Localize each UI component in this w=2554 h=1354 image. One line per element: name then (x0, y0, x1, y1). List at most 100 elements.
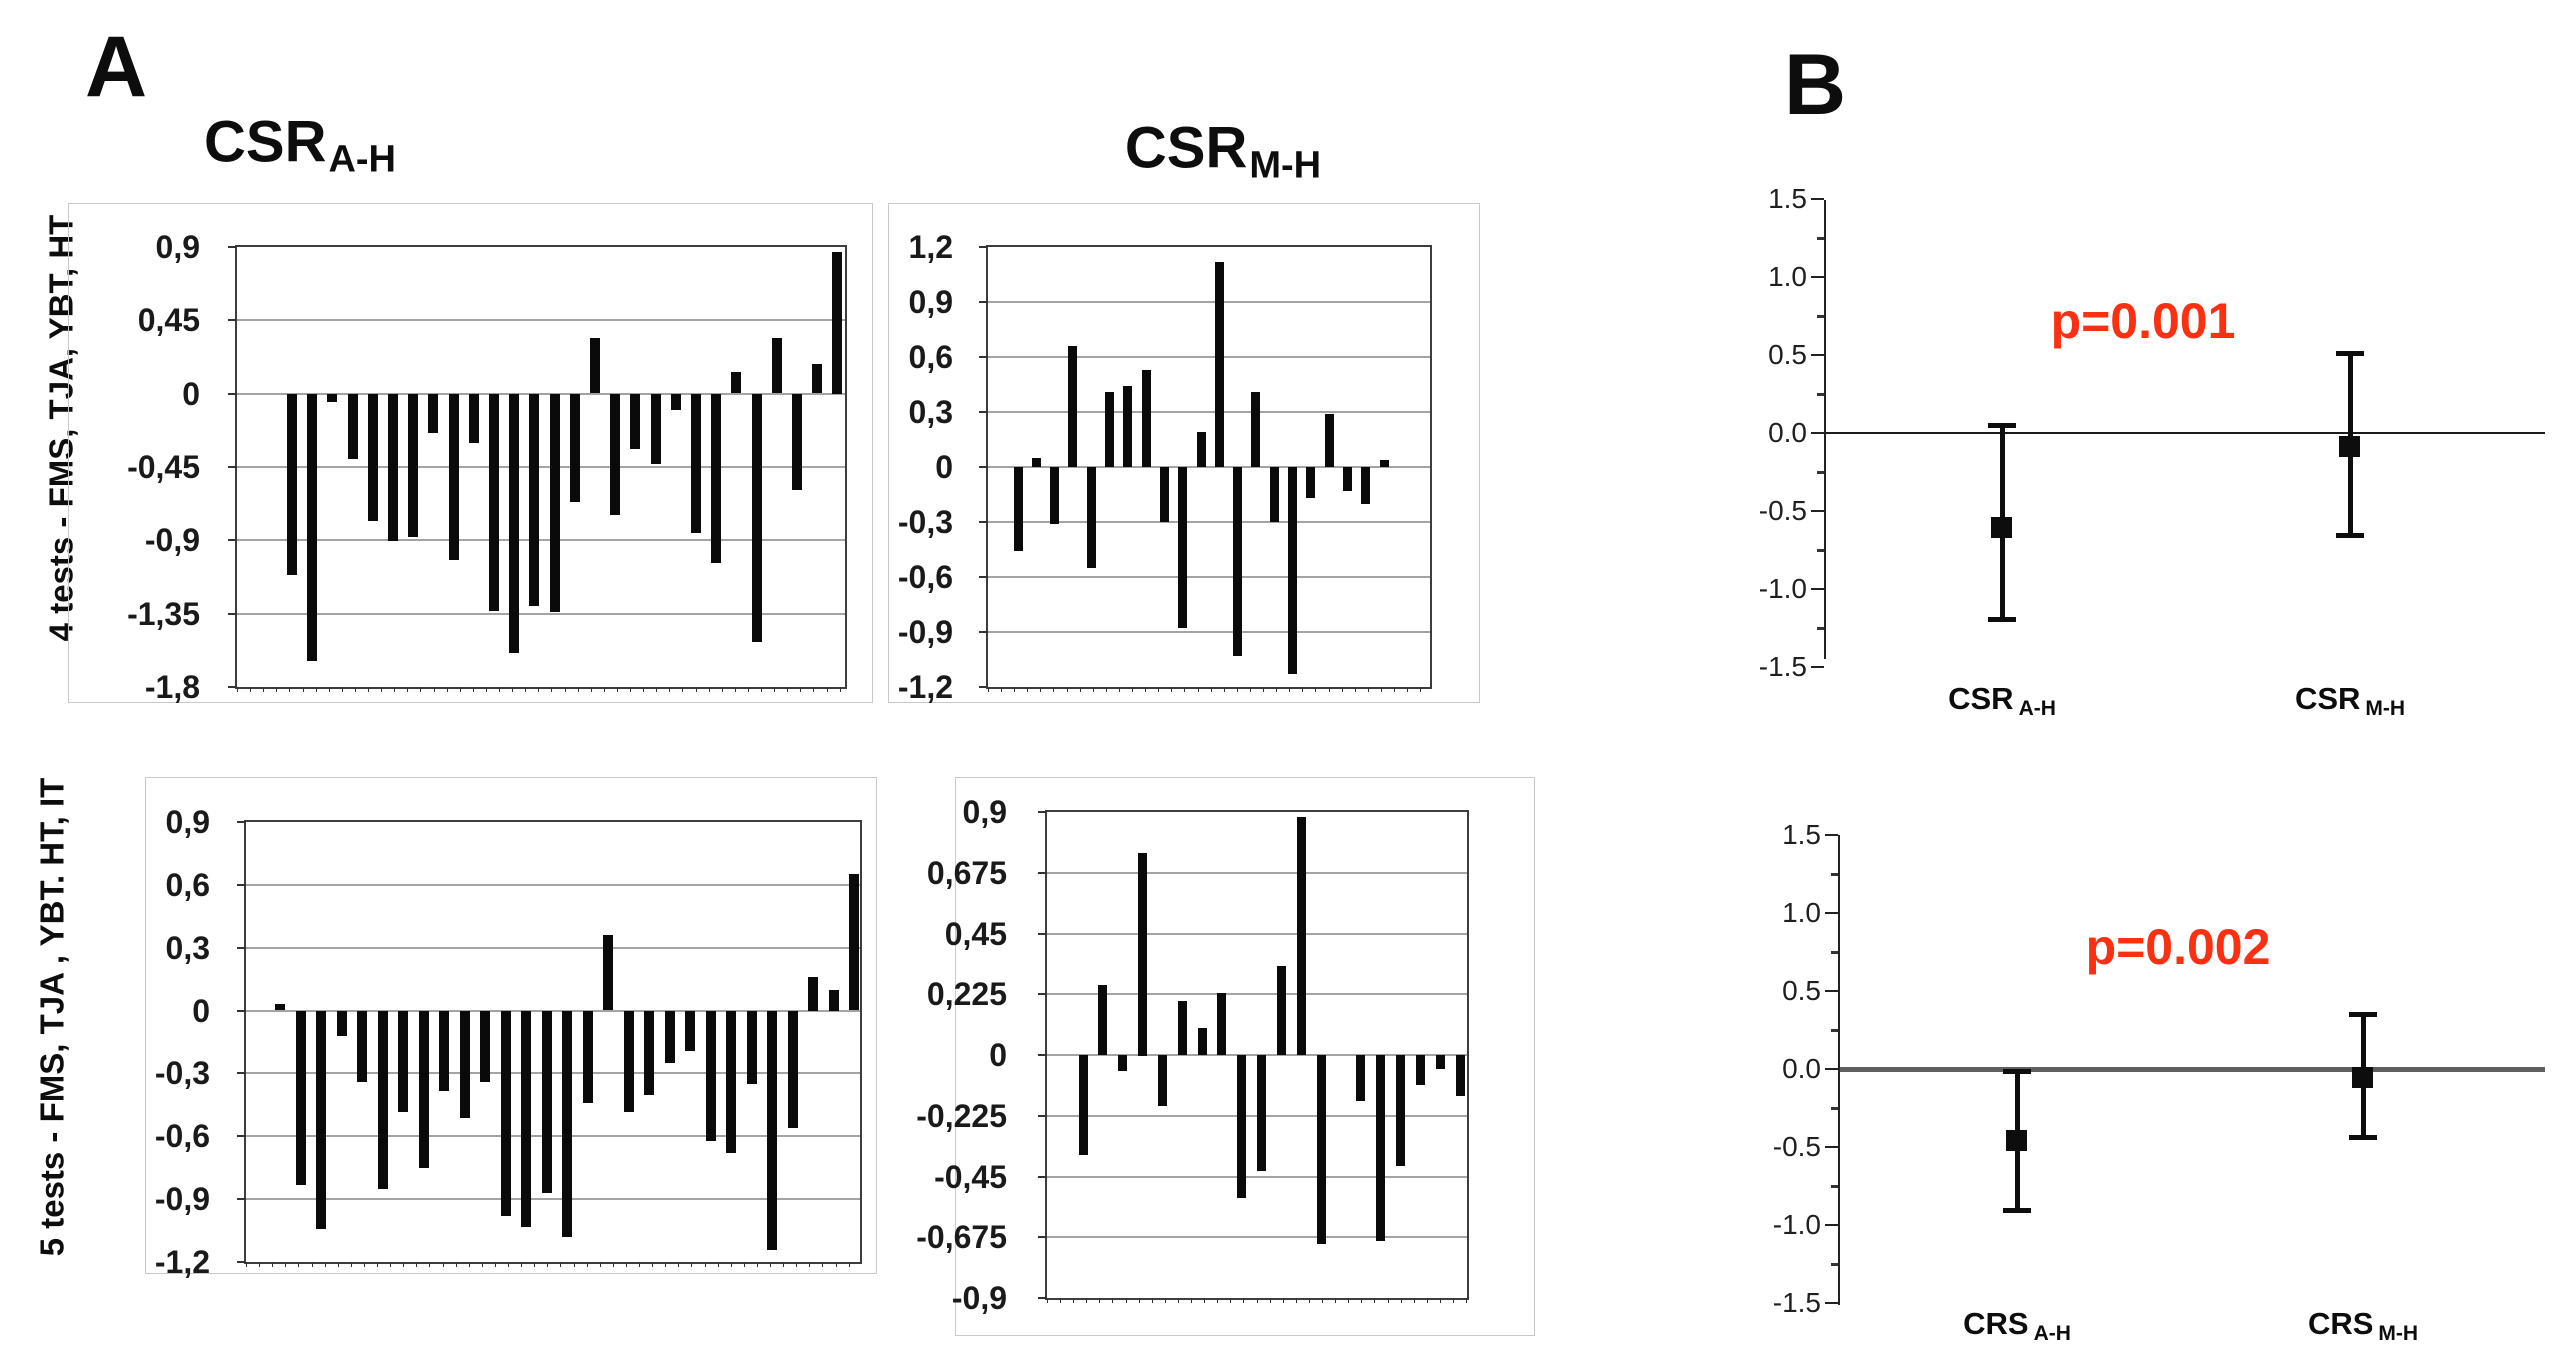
y-tick-label: -0,6 (154, 1118, 210, 1154)
y-axis-tick (1038, 1297, 1047, 1299)
bar (665, 1011, 675, 1063)
chart-title-subscript: M-H (1249, 144, 1322, 187)
y-tick-label: -0,9 (144, 522, 200, 558)
x-axis-tick (1237, 687, 1238, 692)
bar (1306, 467, 1315, 498)
x-axis-tick (1152, 1298, 1153, 1303)
x-axis-tick (849, 1262, 850, 1267)
bar (509, 394, 519, 653)
y-axis-tick (979, 631, 988, 633)
bar (651, 394, 661, 464)
y-tick-label: 0 (192, 993, 210, 1029)
x-axis-tick (669, 687, 670, 692)
bar (1317, 1055, 1326, 1244)
y-tick-label: -1,35 (127, 596, 200, 632)
x-axis-tick (796, 1262, 797, 1267)
y-axis-tick (1825, 1146, 1838, 1148)
error-bar-cap-top (2336, 351, 2364, 356)
bar (1288, 467, 1297, 674)
chart-title-subscript: A-H (328, 138, 397, 181)
x-axis-tick (574, 1262, 575, 1267)
x-axis-tick (364, 1262, 365, 1267)
x-axis-tick (325, 1262, 326, 1267)
x-axis-tick (783, 1262, 784, 1267)
x-axis-tick (1217, 1298, 1218, 1303)
x-axis-tick (748, 687, 749, 692)
x-axis-tick (381, 687, 382, 692)
bar (275, 1004, 285, 1010)
x-category-subscript: M-H (2378, 1322, 2419, 1345)
bar (671, 394, 681, 410)
x-axis-tick (761, 687, 762, 692)
x-axis-tick (285, 1262, 286, 1267)
bar (1178, 467, 1187, 628)
y-axis-tick (1825, 1068, 1838, 1070)
x-axis-tick (656, 687, 657, 692)
x-axis-tick (1060, 1298, 1061, 1303)
zero-line (1826, 432, 2545, 434)
y-axis-minor-tick (1817, 549, 1824, 552)
y-axis-tick (1811, 432, 1824, 434)
x-axis-tick (1099, 1298, 1100, 1303)
chart-title-csr-ah: CSRA-H (204, 113, 397, 181)
bar (1160, 467, 1169, 522)
x-axis-tick (482, 1262, 483, 1267)
x-axis-tick (1093, 687, 1094, 692)
bar (1138, 853, 1147, 1056)
y-axis-tick (1825, 1302, 1838, 1304)
y-tick-label: 0,9 (165, 804, 210, 840)
y-tick-label: -0,45 (127, 449, 200, 485)
chart-title-base: CSR (1124, 115, 1248, 181)
chart-outer-box (145, 777, 877, 1274)
x-axis-tick (447, 687, 448, 692)
y-axis-tick (1811, 510, 1824, 512)
bar (1257, 1055, 1266, 1171)
bar (1380, 460, 1389, 467)
x-axis-tick (1335, 1298, 1336, 1303)
x-axis-tick (1302, 687, 1303, 692)
y-axis-tick (1811, 354, 1824, 356)
bar (1079, 1055, 1088, 1155)
y-axis-tick (1038, 1054, 1047, 1056)
panel-b-label: B (1783, 37, 1847, 133)
x-axis-tick (578, 687, 579, 692)
y-axis-tick (228, 393, 237, 395)
gridline (237, 613, 845, 615)
bar (1396, 1055, 1405, 1166)
bar (368, 394, 378, 521)
x-axis-tick (1401, 1298, 1402, 1303)
bar (529, 394, 539, 606)
x-axis-tick (604, 687, 605, 692)
x-axis-tick (565, 687, 566, 692)
bar (1014, 467, 1023, 551)
y-axis-tick (979, 686, 988, 688)
bar (348, 394, 358, 459)
x-axis-tick (1342, 687, 1343, 692)
x-axis-tick (1027, 687, 1028, 692)
x-category-label: CSR A-H (1948, 683, 2056, 719)
y-tick-label: 0 (989, 1037, 1007, 1073)
y-axis-tick (1825, 912, 1838, 914)
y-tick-label: -1.0 (1772, 1209, 1821, 1240)
x-axis-tick (1283, 1298, 1284, 1303)
x-axis-tick (456, 1262, 457, 1267)
error-bar-marker (2006, 1130, 2027, 1151)
gridline (246, 884, 860, 886)
y-tick-label: 0.5 (1782, 975, 1821, 1006)
gridline (988, 521, 1430, 523)
y-axis-tick (237, 1261, 246, 1263)
y-tick-label: 1.0 (1782, 897, 1821, 928)
x-axis-tick (1296, 1298, 1297, 1303)
y-axis-minor-tick (1817, 471, 1824, 474)
gridline (1047, 1176, 1467, 1178)
x-axis-tick (1014, 687, 1015, 692)
bar (316, 1011, 326, 1229)
x-axis-tick (434, 687, 435, 692)
y-axis-tick (237, 1072, 246, 1074)
bar (832, 252, 842, 394)
chart-outer-box (955, 777, 1535, 1336)
x-axis-tick (1126, 1298, 1127, 1303)
bar (808, 977, 818, 1011)
x-axis-tick (429, 1262, 430, 1267)
